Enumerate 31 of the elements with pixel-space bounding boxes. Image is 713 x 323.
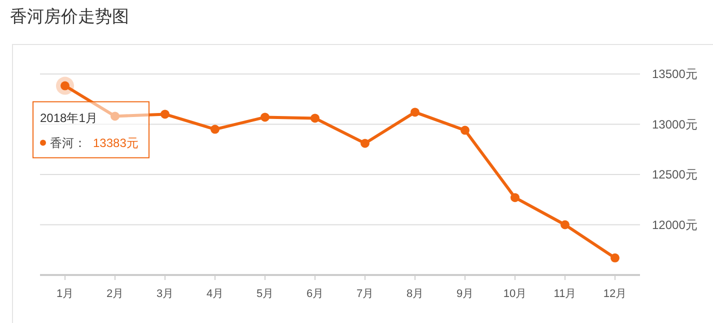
x-tick-label: 6月 [306,288,324,300]
x-tick-label: 3月 [156,288,174,300]
point [510,193,520,202]
x-tick-label: 2月 [106,288,124,300]
point [110,112,120,121]
point [610,253,620,262]
title: 香河房价走势图 [10,7,129,26]
point [260,112,270,122]
x-tick-label: 10月 [503,288,527,300]
y-tick-label: 12500元 [652,168,698,182]
y-tick-label: 13500元 [652,67,698,81]
point [360,138,370,148]
x-tick-label: 12月 [603,288,627,300]
annotation: 13383元 [93,136,138,150]
x-tick-label: 4月 [206,288,224,300]
x-tick-label: 11月 [554,288,576,300]
legend-label: 香河： [50,136,86,150]
point [210,124,220,134]
point [310,114,320,123]
x-tick-label: 7月 [356,288,374,300]
x-tick-label: 9月 [456,288,474,300]
point [460,126,470,135]
point [410,108,420,117]
point [160,110,170,119]
y-tick-label: 13000元 [652,117,698,132]
point [560,220,570,230]
x-tick-label: 5月 [256,288,274,300]
x-tick-label: 1月 [56,288,74,300]
y-tick-label: 12000元 [652,218,698,232]
annotation: 2018年1月 [40,110,98,125]
x-tick-label: 8月 [406,288,424,300]
